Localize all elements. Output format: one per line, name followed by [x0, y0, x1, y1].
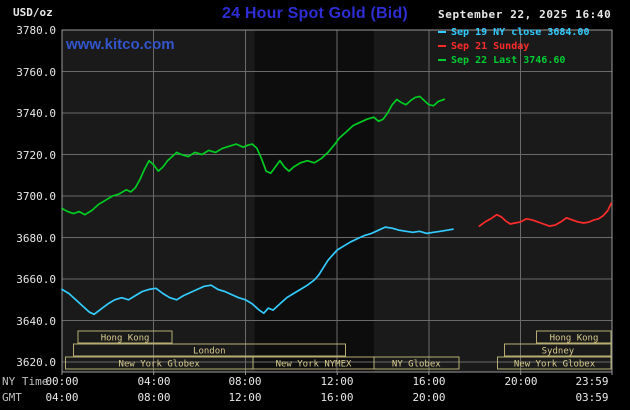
datetime-label: September 22, 2025 16:40 [438, 8, 612, 21]
legend-label: Sep 22 Last 3746.60 [451, 54, 566, 66]
session-label: New York Globex [119, 360, 201, 370]
x-axis-row-label: NY Time [2, 375, 49, 388]
session-label: London [193, 347, 226, 357]
y-tick-label: 3680.0 [16, 232, 56, 245]
legend-item: Sep 21 Sunday [438, 39, 589, 53]
y-tick-label: 3620.0 [16, 356, 56, 369]
series-line-sep22 [61, 95, 446, 216]
x-tick-label: 03:59 [575, 391, 609, 404]
legend-dash-icon [438, 45, 446, 47]
x-axis-row-label: GMT [2, 391, 22, 404]
nymex-session-shade [254, 30, 374, 372]
legend-dash-icon [438, 59, 446, 61]
series-line-sep21 [478, 202, 613, 227]
session-label: Hong Kong [101, 334, 150, 344]
session-box [536, 330, 612, 344]
legend-label: Sep 21 Sunday [451, 40, 530, 52]
x-tick-label: 00:00 [45, 375, 79, 388]
series-line-sep19 [61, 226, 454, 316]
y-tick-label: 3780.0 [16, 24, 56, 37]
legend-item: Sep 19 NY close 3684.00 [438, 25, 589, 39]
session-label: New York Globex [514, 360, 596, 370]
y-tick-label: 3740.0 [16, 107, 56, 120]
session-label: Hong Kong [550, 334, 599, 344]
session-box [504, 343, 612, 357]
session-box [373, 356, 460, 370]
session-label: New York NYMEX [276, 360, 352, 370]
y-tick-label: 3660.0 [16, 273, 56, 286]
legend-item: Sep 22 Last 3746.60 [438, 53, 589, 67]
x-tick-label: 12:00 [228, 391, 262, 404]
x-tick-label: 04:00 [45, 391, 79, 404]
x-tick-label: 08:00 [228, 375, 262, 388]
session-box [497, 356, 612, 370]
x-tick-label: 16:00 [320, 391, 354, 404]
session-label: NY Globex [392, 360, 441, 370]
session-label: Sydney [542, 347, 575, 357]
kitco-watermark-link[interactable]: www.kitco.com [66, 36, 175, 53]
x-tick-label: 16:00 [412, 375, 446, 388]
chart-title: 24 Hour Spot Gold (Bid) [222, 5, 408, 22]
x-tick-label: 23:59 [575, 375, 609, 388]
legend-label: Sep 19 NY close 3684.00 [451, 26, 590, 38]
y-tick-label: 3720.0 [16, 149, 56, 162]
unit-label: USD/oz [13, 6, 53, 19]
legend: Sep 19 NY close 3684.00 Sep 21 Sunday Sep … [438, 25, 589, 67]
x-tick-label: 12:00 [320, 375, 354, 388]
y-tick-label: 3700.0 [16, 190, 56, 203]
legend-dash-icon [438, 31, 446, 33]
x-tick-label: 08:00 [137, 391, 171, 404]
x-tick-label: 20:00 [504, 375, 538, 388]
y-tick-label: 3640.0 [16, 315, 56, 328]
session-box [77, 330, 173, 344]
x-tick-label: 04:00 [137, 375, 171, 388]
y-tick-label: 3760.0 [16, 66, 56, 79]
session-box [73, 343, 346, 357]
x-tick-label: 20:00 [412, 391, 446, 404]
